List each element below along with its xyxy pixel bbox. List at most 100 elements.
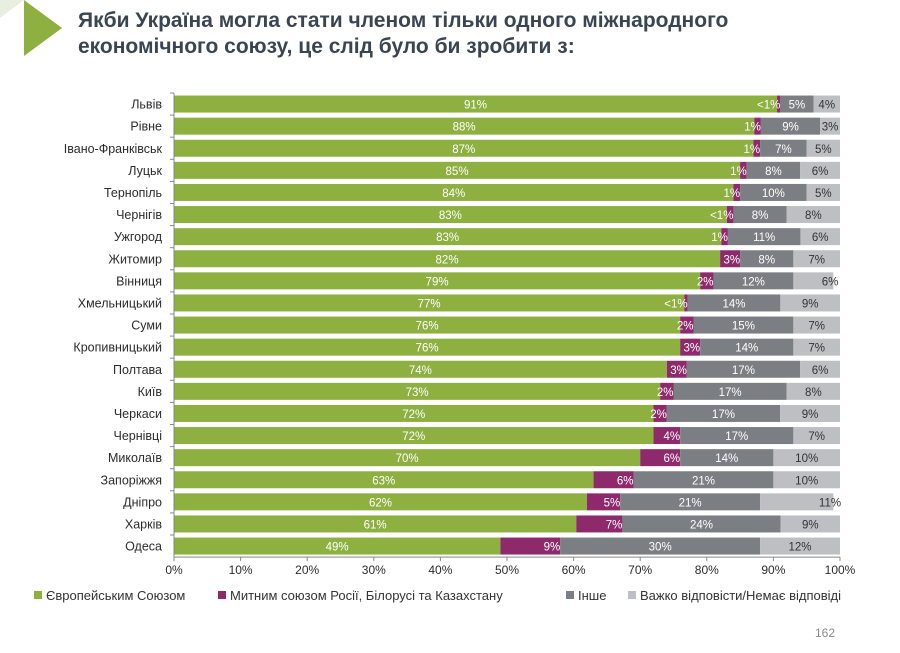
data-label-hard: 6% xyxy=(822,276,839,288)
category-label: Суми xyxy=(131,319,162,333)
bar-hard xyxy=(780,404,840,422)
data-label-customs: 2% xyxy=(657,387,674,399)
data-label-other: 14% xyxy=(735,343,758,355)
x-tick-label: 100% xyxy=(825,563,856,577)
data-label-hard: 7% xyxy=(808,431,825,443)
bar-hard xyxy=(813,95,840,113)
category-label: Хмельницький xyxy=(78,296,162,310)
data-label-other: 11% xyxy=(753,232,775,244)
bar-customs xyxy=(586,493,621,511)
accent-triangle-icon xyxy=(0,0,62,56)
data-label-hard: 4% xyxy=(818,100,835,112)
data-label-other: 8% xyxy=(758,254,775,266)
x-tick-label: 10% xyxy=(229,563,253,577)
data-label-eu: 62% xyxy=(369,497,392,509)
data-label-hard: 7% xyxy=(808,343,825,355)
x-tick-label: 30% xyxy=(362,563,386,577)
bar-customs xyxy=(740,161,747,179)
bar-eu xyxy=(174,427,654,445)
chart-legend: Європейським Союзом Митним союзом Росії,… xyxy=(34,588,894,608)
data-label-customs: 5% xyxy=(604,497,621,509)
data-label-other: 14% xyxy=(722,298,745,310)
data-label-hard: 10% xyxy=(795,453,818,465)
title-line-2: економічного союзу, це слід було би зроб… xyxy=(78,35,575,58)
data-label-hard: 10% xyxy=(795,475,818,487)
data-label-eu: 88% xyxy=(453,122,476,134)
bar-hard xyxy=(780,294,840,312)
data-label-other: 21% xyxy=(679,497,702,509)
bar-other xyxy=(746,161,801,179)
bar-other xyxy=(666,404,781,422)
bar-eu xyxy=(174,382,661,400)
data-label-customs: 3% xyxy=(684,343,701,355)
data-label-eu: 91% xyxy=(464,100,487,112)
bar-eu xyxy=(174,183,734,201)
bar-eu xyxy=(174,294,685,312)
category-label: Рівне xyxy=(130,120,162,134)
bar-eu xyxy=(174,316,681,334)
data-label-hard: 9% xyxy=(802,298,819,310)
category-label: Чернівці xyxy=(114,429,163,443)
bar-hard xyxy=(800,228,840,246)
title-line-1: Якби Україна могла стати членом тільки о… xyxy=(78,9,729,32)
legend-label-eu: Європейським Союзом xyxy=(46,588,186,603)
bar-hard xyxy=(773,449,840,467)
data-label-customs: 2% xyxy=(697,276,714,288)
data-label-hard: 9% xyxy=(802,409,819,421)
bar-eu xyxy=(174,338,681,356)
bar-eu xyxy=(174,206,727,224)
data-label-other: 30% xyxy=(649,542,672,554)
data-label-other: 17% xyxy=(719,387,742,399)
data-label-other: 24% xyxy=(690,519,713,531)
bar-other xyxy=(700,338,794,356)
data-label-customs: 1% xyxy=(723,188,740,200)
bar-other xyxy=(740,183,807,201)
legend-swatch-eu xyxy=(34,591,42,599)
data-label-customs: 9% xyxy=(544,542,561,554)
bar-eu xyxy=(174,161,741,179)
bar-customs xyxy=(680,338,701,356)
legend-swatch-other xyxy=(566,591,574,599)
bar-hard xyxy=(786,382,840,400)
category-label: Запоріжжя xyxy=(101,473,162,487)
bar-customs xyxy=(680,316,694,334)
x-tick-label: 20% xyxy=(295,563,319,577)
data-label-eu: 70% xyxy=(396,453,419,465)
data-label-hard: 11% xyxy=(819,497,841,509)
x-tick-label: 60% xyxy=(562,563,586,577)
category-label: Івано-Франківськ xyxy=(64,142,163,156)
bar-other xyxy=(633,471,774,489)
bar-customs xyxy=(640,449,681,467)
bar-customs xyxy=(733,183,741,201)
category-label: Черкаси xyxy=(114,407,162,421)
data-label-hard: 12% xyxy=(789,542,812,554)
data-label-other: 7% xyxy=(775,144,792,156)
data-label-eu: 84% xyxy=(442,188,465,200)
bar-other xyxy=(780,95,814,113)
data-label-other: 14% xyxy=(715,453,738,465)
data-label-eu: 72% xyxy=(402,431,425,443)
data-label-customs: 2% xyxy=(650,409,667,421)
data-label-customs: <1% xyxy=(710,210,733,222)
category-label: Одеса xyxy=(125,540,162,554)
legend-swatch-customs xyxy=(218,591,226,599)
bar-eu xyxy=(174,117,755,135)
page-number: 162 xyxy=(815,626,836,640)
bar-hard xyxy=(793,272,834,290)
bar-eu xyxy=(174,404,654,422)
bar-eu xyxy=(174,493,587,511)
page-title: Якби Україна могла стати членом тільки о… xyxy=(78,8,878,60)
bar-eu xyxy=(174,250,721,268)
bar-customs xyxy=(660,382,674,400)
data-label-hard: 6% xyxy=(812,365,829,377)
bar-eu xyxy=(174,537,501,555)
data-label-customs: <1% xyxy=(757,100,780,112)
data-label-eu: 76% xyxy=(416,321,439,333)
category-label: Київ xyxy=(138,385,163,399)
data-label-eu: 87% xyxy=(452,144,475,156)
data-label-other: 10% xyxy=(762,188,785,200)
bar-hard xyxy=(806,183,840,201)
bar-other xyxy=(673,382,787,400)
bar-customs xyxy=(754,117,761,135)
